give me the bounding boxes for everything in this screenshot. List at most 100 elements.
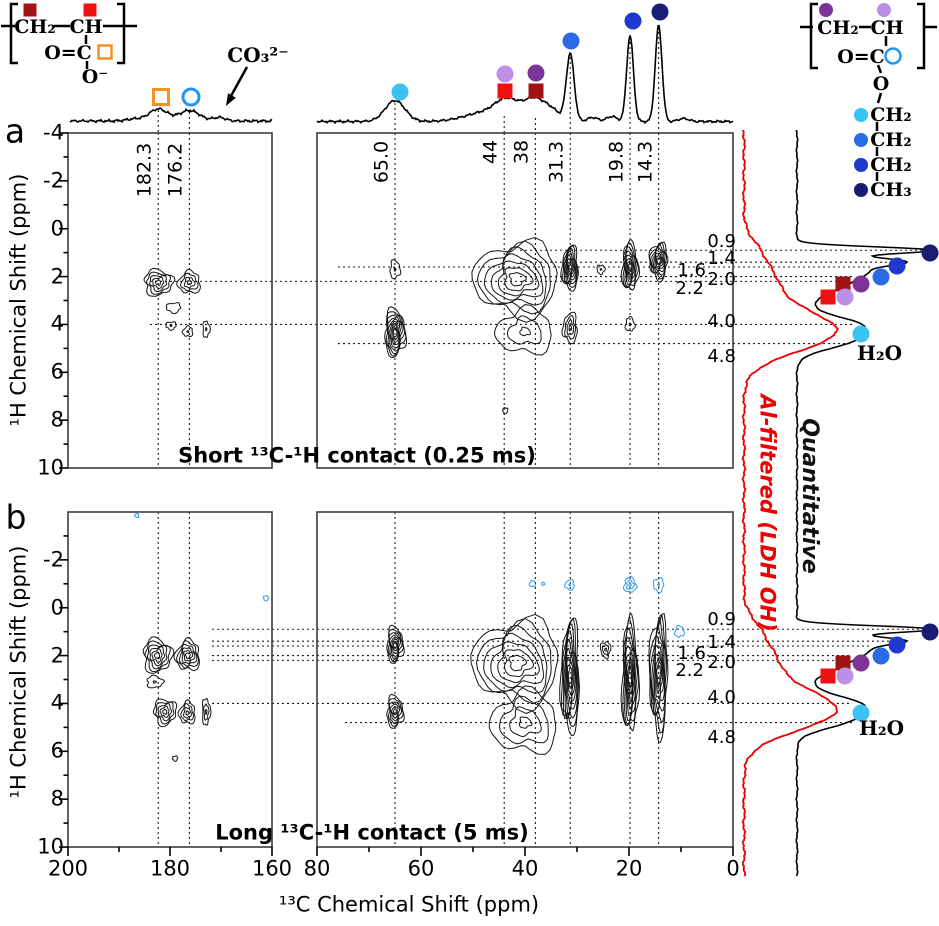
contour-cross-peak (528, 579, 536, 588)
marker-cyan-circle (854, 108, 868, 122)
peak-marker-square (497, 83, 513, 99)
contour-cross-peak (169, 324, 173, 327)
contour-cross-peak (567, 665, 573, 689)
peak-marker-square (820, 668, 836, 684)
contour-cross-peak (627, 664, 632, 689)
x-tick-label: 160 (251, 856, 293, 881)
polymer-bracket (917, 2, 926, 70)
panel-a-caption: Short ¹³C-¹H contact (0.25 ms) (178, 443, 536, 468)
structure-bond (876, 92, 883, 104)
peak-marker-square (835, 655, 851, 671)
structure-ch: CH (69, 16, 102, 38)
contour-cross-peak (563, 579, 575, 591)
contour-cross-peak (604, 647, 607, 652)
contour-cross-peak (652, 634, 665, 712)
structure-ch: CH (870, 17, 903, 39)
y-tick-label: 6 (50, 359, 64, 384)
structure-chain-ch₂: CH₂ (870, 154, 911, 176)
peak-marker-square (835, 276, 851, 292)
contour-cross-peak (203, 703, 210, 721)
c13-projection-trace (69, 106, 273, 124)
h1-peak-label: 2.2 (675, 660, 704, 681)
peak-marker-square (820, 289, 836, 305)
contour-cross-peak (624, 316, 636, 332)
contour-cross-peak (392, 326, 398, 338)
c13-projection-trace (316, 24, 734, 125)
contour-cross-peak (626, 656, 633, 696)
contour-cross-peak (149, 275, 168, 292)
contour-cross-peak (392, 708, 397, 716)
contour-cross-peak (650, 244, 666, 276)
h1-peak-label: 1.4 (707, 248, 736, 269)
contour-cross-peak (162, 708, 168, 715)
contour-cross-peak (568, 583, 572, 587)
contour-cross-peak (177, 699, 196, 725)
peak-marker-circle (921, 244, 939, 262)
contour-cross-peak (649, 619, 666, 723)
contour-cross-peak (657, 583, 660, 587)
y-tick-label: 4 (50, 311, 64, 336)
structure-chain-ch₃: CH₃ (870, 179, 911, 201)
carbonate-arrow (229, 66, 249, 97)
contour-cross-peak (628, 583, 632, 587)
structure-carbonyl: O=C (44, 42, 92, 64)
h1-peak-label: 1.4 (707, 632, 736, 653)
peak-marker-circle (921, 623, 939, 641)
contour-cross-peak (541, 581, 546, 586)
c13-peak-label: 176.2 (164, 142, 187, 198)
structure-carbonyl: O=C (837, 46, 885, 68)
contour-cross-peak (165, 321, 177, 331)
carbonate-label: CO₃²⁻ (227, 43, 289, 67)
y-tick-label: 0 (50, 216, 64, 241)
contour-cross-peak (509, 706, 542, 738)
x-tick-label: 40 (511, 856, 539, 881)
contour-cross-peak (205, 326, 208, 332)
peak-marker-circle (888, 257, 906, 275)
contour-cross-peak (504, 267, 534, 292)
peak-marker-circle (562, 32, 580, 50)
y-tick-label: -2 (43, 168, 64, 193)
peak-marker-circle (852, 325, 870, 343)
y-tick-label: 8 (50, 786, 64, 811)
contour-cross-peak (178, 643, 198, 667)
h1-peak-label: 4.8 (707, 727, 736, 748)
contour-cross-peak (497, 641, 541, 684)
panel-frame (316, 132, 734, 469)
contour-cross-peak (652, 249, 665, 272)
contour-cross-peak (620, 239, 641, 291)
contour-cross-peak (596, 264, 606, 276)
al-filtered-trace-label: Al-filtered (LDH OH) (755, 394, 780, 632)
x-tick-label: 20 (615, 856, 643, 881)
y-tick-label: 10 (37, 455, 64, 480)
peak-marker-circle (836, 288, 854, 306)
polymer-bracket (809, 2, 818, 70)
marker-blue_mid-circle (854, 133, 868, 147)
contour-cross-peak (601, 644, 609, 656)
contour-cross-peak (568, 324, 573, 332)
contour-cross-peak (620, 613, 641, 732)
structure-carboxylate-o: O⁻ (82, 66, 109, 88)
peak-marker-circle (852, 654, 870, 672)
contour-cross-peak (483, 246, 547, 306)
c13-peak-label: 65.0 (370, 140, 393, 184)
contour-cross-peak (622, 576, 638, 593)
x-tick-label: 80 (303, 856, 331, 881)
contour-cross-peak (153, 651, 161, 660)
peak-marker-square (152, 88, 170, 106)
contour-cross-peak (181, 647, 196, 665)
peak-marker-circle (527, 64, 545, 82)
contour-cross-peak (627, 261, 632, 273)
contour-cross-peak (185, 710, 190, 716)
marker-open-orange-square (97, 44, 113, 60)
contour-cross-peak (651, 246, 666, 274)
contour-cross-peak (483, 624, 548, 694)
h1-peak-label: 2.0 (707, 269, 736, 290)
contour-cross-peak (652, 577, 665, 594)
contour-cross-peak (151, 648, 163, 663)
contour-cross-peak (146, 644, 168, 670)
y-tick-label: 10 (37, 834, 64, 859)
peak-marker-circle (836, 667, 854, 685)
peak-marker-circle (651, 3, 669, 21)
structure-ch2: CH₂ (14, 16, 55, 38)
contour-cross-peak (519, 326, 532, 337)
